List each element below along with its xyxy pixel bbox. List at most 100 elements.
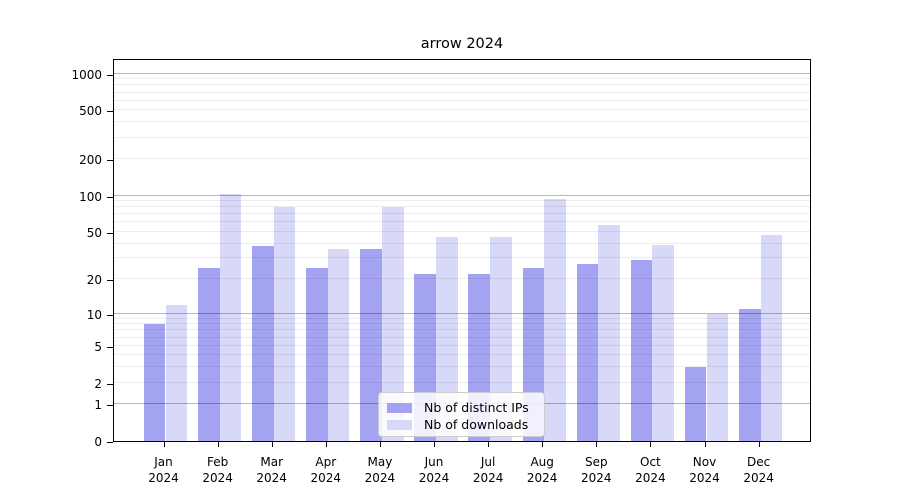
x-tick-month: Jan xyxy=(154,455,173,469)
minor-gridline xyxy=(114,317,810,319)
minor-gridline xyxy=(114,157,810,159)
x-tick-month: Nov xyxy=(692,455,717,469)
x-tick-year: 2024 xyxy=(310,471,342,485)
y-tick-label: 100 xyxy=(79,189,102,204)
major-gridline xyxy=(114,72,810,74)
x-tick-mark xyxy=(650,442,652,447)
x-tick-mark xyxy=(704,442,706,447)
y-tick-label: 5 xyxy=(94,339,102,354)
minor-gridline xyxy=(114,278,810,280)
plot-area xyxy=(113,59,811,442)
bar-downloads-dec xyxy=(760,235,783,441)
minor-gridline xyxy=(114,257,810,259)
bar-ips-mar xyxy=(252,246,274,441)
bar-downloads-oct xyxy=(652,244,675,441)
bar-downloads-jun xyxy=(436,237,458,441)
minor-gridline xyxy=(114,344,810,346)
x-tick-month: Oct xyxy=(640,455,661,469)
bar-downloads-sep xyxy=(598,225,620,441)
x-tick-year: 2024 xyxy=(256,471,287,485)
bar-ips-feb xyxy=(197,267,220,441)
y-tick-label: 0 xyxy=(94,435,102,449)
x-tick-mark xyxy=(758,442,760,447)
bar-downloads-may xyxy=(381,207,404,441)
y-tick-mark xyxy=(107,280,113,282)
bar-downloads-nov xyxy=(706,313,729,441)
x-tick-year: 2024 xyxy=(743,471,774,485)
minor-gridline xyxy=(114,213,810,215)
x-tick-month: Apr xyxy=(315,455,337,469)
minor-gridline xyxy=(114,200,810,202)
y-tick-mark xyxy=(107,196,113,198)
x-tick-label: Jun 2024 xyxy=(404,454,464,486)
minor-gridline xyxy=(114,336,810,338)
y-tick-mark xyxy=(107,442,113,443)
x-tick-mark xyxy=(325,442,327,447)
x-tick-mark xyxy=(271,442,273,447)
minor-gridline xyxy=(114,78,810,80)
x-tick-label: May 2024 xyxy=(350,454,410,486)
x-tick-year: 2024 xyxy=(689,471,720,485)
bar-ips-jan xyxy=(143,324,166,441)
y-tick-mark xyxy=(107,159,113,161)
bar-ips-oct xyxy=(630,260,653,441)
x-tick-label: Sep 2024 xyxy=(566,454,626,486)
y-tick-mark xyxy=(107,232,113,234)
legend: Nb of distinct IPs Nb of downloads xyxy=(378,392,545,437)
x-tick-mark xyxy=(434,442,435,447)
minor-gridline xyxy=(114,136,810,138)
legend-swatch-downloads xyxy=(387,419,412,430)
y-tick-mark xyxy=(107,346,113,348)
x-tick-label: Nov 2024 xyxy=(675,454,735,486)
minor-gridline xyxy=(114,99,810,101)
major-gridline xyxy=(114,312,810,314)
x-tick-mark xyxy=(488,442,490,447)
x-tick-month: Mar xyxy=(260,455,283,469)
chart-title: arrow 2024 xyxy=(420,36,504,52)
legend-item-distinct-ips: Nb of distinct IPs xyxy=(387,399,536,416)
y-tick-mark xyxy=(107,405,113,407)
bar-downloads-apr xyxy=(327,249,350,441)
y-tick-mark xyxy=(107,314,113,316)
legend-label-downloads: Nb of downloads xyxy=(424,417,529,432)
x-tick-label: Dec 2024 xyxy=(729,454,789,486)
y-tick-label: 200 xyxy=(79,152,102,167)
bar-ips-dec xyxy=(738,308,761,441)
minor-gridline xyxy=(114,121,810,123)
y-tick-mark xyxy=(107,111,113,113)
legend-swatch-distinct-ips xyxy=(387,402,412,413)
x-tick-mark xyxy=(379,442,381,447)
bar-downloads-jul xyxy=(490,237,512,441)
y-tick-label: 10 xyxy=(86,307,102,322)
x-tick-label: Feb 2024 xyxy=(188,454,248,486)
y-tick-label: 2 xyxy=(94,376,102,391)
bar-ips-may xyxy=(360,249,382,441)
x-tick-mark xyxy=(596,442,598,447)
x-tick-year: 2024 xyxy=(148,471,179,485)
minor-gridline xyxy=(114,242,810,244)
x-tick-label: Jul 2024 xyxy=(458,454,518,486)
x-tick-month: Jul xyxy=(480,455,496,469)
x-tick-month: Aug xyxy=(530,455,554,469)
y-tick-label: 1 xyxy=(94,398,102,413)
minor-gridline xyxy=(114,366,810,368)
y-tick-label: 50 xyxy=(86,225,102,240)
x-tick-mark xyxy=(542,442,544,447)
bar-ips-nov xyxy=(684,367,707,441)
bar-ips-sep xyxy=(576,263,599,441)
x-tick-year: 2024 xyxy=(364,471,396,485)
x-tick-month: Dec xyxy=(746,455,771,469)
minor-gridline xyxy=(114,84,810,86)
y-tick-mark xyxy=(107,74,113,76)
minor-gridline xyxy=(114,329,810,331)
x-tick-mark xyxy=(217,442,219,447)
x-tick-year: 2024 xyxy=(635,471,666,485)
bar-downloads-feb xyxy=(219,193,242,441)
x-tick-label: Aug 2024 xyxy=(512,454,572,486)
x-tick-year: 2024 xyxy=(581,471,612,485)
x-tick-year: 2024 xyxy=(472,471,504,485)
minor-gridline xyxy=(114,91,810,93)
legend-label-distinct-ips: Nb of distinct IPs xyxy=(424,400,529,415)
bar-ips-apr xyxy=(306,267,328,441)
